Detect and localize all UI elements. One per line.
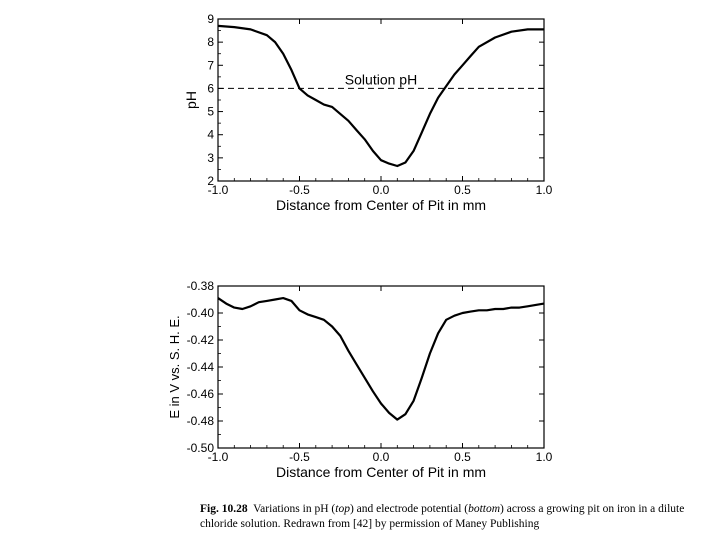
potential-y-axis-label: E in V vs. S. H. E. — [167, 315, 182, 418]
caption-bottom-word: bottom — [468, 503, 501, 515]
x-tick-label: 0.5 — [454, 183, 471, 197]
ph-plot-frame — [217, 18, 545, 182]
caption-top-word: top — [335, 503, 350, 515]
potential-series-line — [217, 297, 545, 421]
potential-x-axis-label: Distance from Center of Pit in mm — [276, 464, 486, 480]
y-tick-label: 2 — [207, 174, 214, 188]
potential-x-ticks: -1.0 -0.5 0.0 0.5 1.0 — [208, 286, 553, 464]
y-tick-label: -0.38 — [187, 279, 215, 293]
y-tick-label: 8 — [207, 35, 214, 49]
y-tick-label: 4 — [207, 128, 214, 142]
y-tick-label: 7 — [207, 58, 214, 72]
figure-caption: Fig. 10.28 Variations in pH (top) and el… — [200, 502, 700, 532]
ph-x-axis-label: Distance from Center of Pit in mm — [276, 197, 486, 213]
ph-chart: -1.0 -0.5 0.0 0.5 1.0 2 3 4 5 6 7 8 9 Solution pH D… — [183, 12, 553, 213]
y-tick-label: -0.46 — [187, 387, 215, 401]
x-tick-label: 0.0 — [373, 450, 390, 464]
y-tick-label: 6 — [207, 81, 214, 95]
y-tick-label: -0.48 — [187, 414, 215, 428]
potential-y-ticks: -0.50 -0.48 -0.46 -0.44 -0.42 -0.40 -0.38 — [187, 279, 544, 455]
caption-text-1: Variations in pH ( — [253, 503, 336, 515]
caption-text-2: ) and electrode potential ( — [349, 503, 469, 515]
potential-chart: -1.0 -0.5 0.0 0.5 1.0 -0.50-0.48-0.46-0.44-0… — [167, 279, 553, 480]
y-tick-label: -0.44 — [187, 360, 215, 374]
potential-plot-frame — [217, 285, 545, 449]
y-tick-label: 3 — [207, 151, 214, 165]
x-tick-label: -0.5 — [289, 450, 310, 464]
ph-y-ticks: 2 3 4 5 6 7 8 9 — [207, 12, 544, 188]
y-tick-label: -0.42 — [187, 333, 215, 347]
y-tick-label: 5 — [207, 105, 214, 119]
x-tick-label: -1.0 — [208, 183, 229, 197]
y-tick-label: -0.40 — [187, 306, 215, 320]
y-tick-label: 9 — [207, 12, 214, 26]
x-tick-label: -1.0 — [208, 450, 229, 464]
x-tick-label: 0.5 — [454, 450, 471, 464]
x-tick-label: 0.0 — [373, 183, 390, 197]
ph-x-ticks: -1.0 -0.5 0.0 0.5 1.0 — [208, 19, 553, 197]
x-tick-label: -0.5 — [289, 183, 310, 197]
solution-ph-label: Solution pH — [345, 71, 417, 87]
x-tick-label: 1.0 — [536, 183, 553, 197]
caption-figure-label: Fig. 10.28 — [200, 503, 248, 515]
caption-text-3: ) across a growing pit on iron in a dilu… — [200, 503, 685, 530]
ph-y-axis-label: pH — [183, 91, 199, 109]
x-tick-label: 1.0 — [536, 450, 553, 464]
ph-series-line — [217, 24, 544, 168]
y-tick-label: -0.50 — [187, 441, 215, 455]
